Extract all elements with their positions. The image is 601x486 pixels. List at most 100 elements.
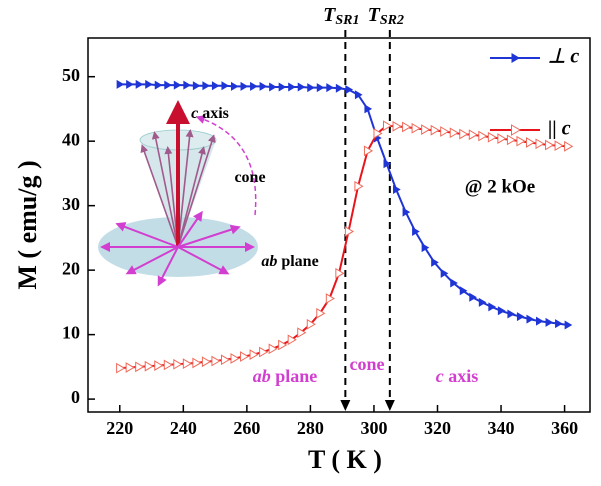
marker [192, 357, 202, 369]
marker [240, 351, 250, 362]
marker [250, 81, 258, 91]
marker [297, 82, 306, 92]
marker [468, 129, 478, 141]
marker [125, 362, 135, 373]
marker [449, 127, 459, 139]
legend-marker [511, 124, 521, 136]
marker [545, 139, 555, 151]
marker [536, 316, 544, 326]
marker [287, 334, 297, 346]
field-label: @ 2 kOe [465, 176, 535, 197]
region-label-italic: ab [253, 366, 271, 386]
marker [430, 124, 440, 136]
inset-label-italic: ab [261, 253, 277, 270]
marker [316, 83, 325, 93]
marker [440, 126, 450, 137]
marker [173, 80, 182, 90]
region-label-text: plane [271, 366, 318, 386]
marker [392, 120, 402, 132]
marker [383, 120, 393, 132]
marker [126, 79, 134, 89]
marker [278, 82, 287, 92]
marker [307, 83, 315, 93]
plot-frame [87, 37, 591, 413]
marker [421, 243, 430, 253]
marker [344, 226, 355, 237]
legend-label: || c [548, 118, 571, 140]
marker [345, 85, 354, 95]
marker [507, 309, 516, 319]
marker [525, 137, 536, 148]
marker [450, 278, 458, 288]
x-tick-label: 320 [424, 418, 451, 438]
marker [516, 135, 526, 147]
marker [221, 81, 230, 91]
marker [516, 312, 525, 322]
marker [183, 80, 191, 90]
marker [297, 327, 307, 339]
marker [173, 358, 183, 370]
y-tick-label: 30 [62, 194, 80, 214]
marker [335, 267, 345, 279]
marker [363, 145, 374, 157]
inset-label: cone [234, 169, 265, 186]
marker [231, 81, 239, 91]
marker [259, 81, 268, 91]
transition-arrow [384, 400, 395, 411]
transition-label: TSR1 [323, 4, 359, 29]
marker [326, 83, 334, 93]
marker [163, 359, 173, 371]
x-tick-label: 300 [360, 418, 387, 438]
y-tick-label: 40 [62, 129, 80, 149]
marker [164, 80, 172, 90]
transition-symbol: T [368, 4, 381, 26]
inset-label-italic: c [191, 105, 198, 122]
x-tick-label: 220 [106, 418, 133, 438]
inset-label: ab plane [261, 253, 318, 270]
x-tick-label: 240 [170, 418, 197, 438]
marker [269, 82, 277, 92]
marker [182, 358, 192, 370]
marker [306, 318, 316, 330]
y-tick-label: 50 [62, 65, 80, 85]
region-label: ab plane [253, 366, 318, 386]
marker [268, 343, 278, 355]
legend-label: ⊥ c [548, 46, 579, 68]
transition-subscript: SR2 [380, 13, 404, 28]
marker [487, 131, 497, 143]
transition-symbol: T [323, 4, 336, 26]
marker [459, 128, 469, 140]
inset-label: c axis [191, 105, 229, 122]
marker [412, 226, 420, 236]
marker [220, 354, 231, 366]
marker [393, 185, 401, 195]
marker [325, 293, 335, 304]
marker [192, 81, 201, 91]
marker [354, 180, 364, 192]
marker [144, 360, 154, 372]
y-tick-label: 0 [71, 387, 80, 407]
transition-subscript: SR1 [335, 13, 359, 28]
marker [506, 134, 517, 146]
marker [440, 268, 449, 278]
transition-arrow [340, 400, 351, 411]
marker [488, 302, 497, 312]
marker [526, 314, 535, 324]
marker [535, 138, 545, 150]
region-label: cone [350, 354, 385, 374]
marker [249, 349, 259, 360]
marker [555, 319, 563, 329]
marker [116, 362, 126, 374]
marker [135, 79, 144, 89]
marker [116, 79, 125, 89]
inset [98, 100, 258, 287]
marker [564, 320, 573, 330]
region-label-text: cone [350, 354, 385, 374]
marker [478, 130, 488, 142]
region-label-italic: c [436, 366, 444, 386]
marker [373, 128, 383, 139]
inset-label-text: plane [277, 253, 318, 270]
marker [564, 140, 574, 152]
marker [554, 140, 564, 152]
